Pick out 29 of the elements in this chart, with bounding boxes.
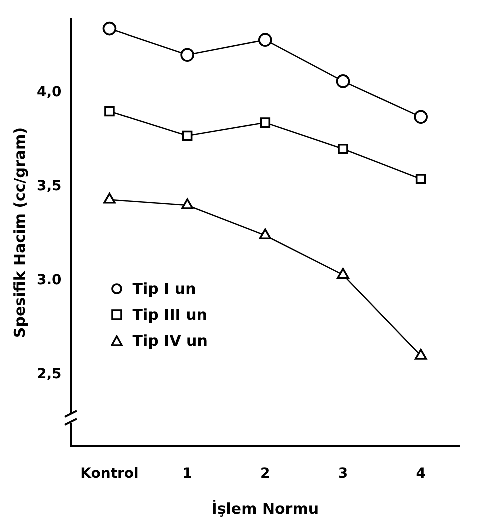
point	[336, 74, 350, 88]
x-tick-label: 1	[182, 466, 192, 482]
point	[258, 33, 272, 47]
point	[182, 130, 193, 142]
y-axis-title: Spesifik Hacim (cc/gram)	[10, 128, 29, 338]
point	[181, 198, 194, 210]
y-tick-label: 4,0	[36, 84, 62, 100]
point	[416, 174, 426, 184]
y-tick-label: 3,5	[36, 178, 62, 194]
point	[260, 118, 271, 128]
point	[104, 192, 116, 204]
point	[338, 144, 348, 154]
y-tick-label: 3.0	[36, 272, 62, 288]
y-tick-label: 2,5	[36, 366, 62, 382]
x-tick-label: 4	[416, 466, 426, 482]
point	[180, 48, 194, 62]
point	[414, 110, 428, 124]
point	[259, 228, 272, 240]
point	[102, 22, 117, 36]
legend-label: Tip I un	[132, 279, 196, 300]
legend-label: Tip IV un	[132, 331, 208, 352]
x-tick-label: Kontrol	[80, 466, 139, 482]
point	[337, 268, 350, 280]
x-tick-label: 3	[338, 466, 348, 482]
x-tick-label: 2	[260, 466, 270, 482]
legend-label: Tip III un	[132, 305, 208, 326]
point	[104, 106, 115, 117]
x-axis-title: İşlem Normu	[212, 500, 320, 518]
point	[414, 349, 428, 360]
